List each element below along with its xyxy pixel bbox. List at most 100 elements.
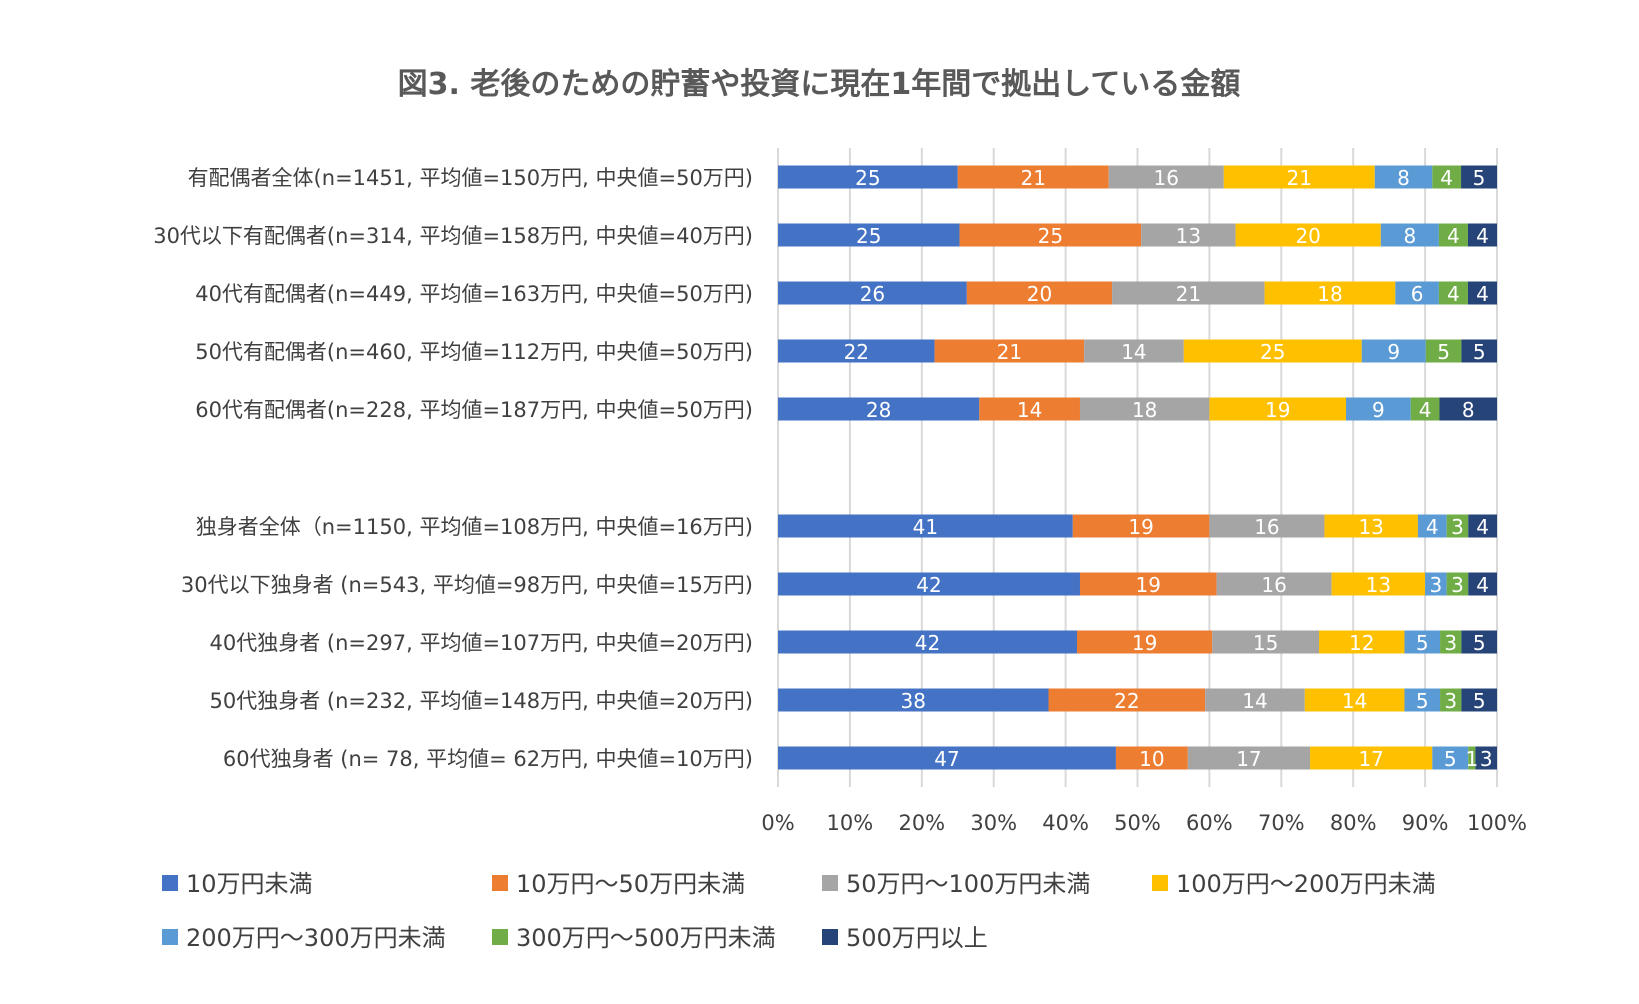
bar-segment bbox=[1410, 397, 1440, 421]
bar-segment bbox=[1331, 572, 1426, 596]
data-label: 8 bbox=[1403, 224, 1416, 248]
data-label: 19 bbox=[1136, 573, 1161, 597]
data-label: 5 bbox=[1416, 689, 1429, 713]
category-label: 40代有配偶者(n=449, 平均値=163万円, 中央値=50万円) bbox=[195, 282, 753, 306]
bar-segment bbox=[1079, 572, 1217, 596]
bar-segment bbox=[778, 165, 958, 189]
gridlines bbox=[777, 148, 1498, 787]
bar-segment bbox=[1446, 514, 1469, 538]
data-label: 3 bbox=[1451, 573, 1464, 597]
data-label: 25 bbox=[856, 224, 881, 248]
data-label: 3 bbox=[1480, 747, 1493, 771]
data-label: 21 bbox=[1287, 166, 1312, 190]
bar-segment bbox=[1432, 746, 1469, 770]
bar-segment bbox=[1209, 397, 1347, 421]
data-label: 6 bbox=[1411, 282, 1424, 306]
x-tick-label: 70% bbox=[1258, 811, 1305, 835]
data-label: 5 bbox=[1473, 340, 1486, 364]
bar-segment bbox=[1223, 165, 1375, 189]
category-label: 50代有配偶者(n=460, 平均値=112万円, 中央値=50万円) bbox=[195, 340, 753, 364]
x-tick-label: 100% bbox=[1467, 811, 1527, 835]
bar-segment bbox=[1235, 223, 1381, 247]
data-label: 21 bbox=[1021, 166, 1046, 190]
category-label: 40代独身者 (n=297, 平均値=107万円, 中央値=20万円) bbox=[210, 631, 753, 655]
bar-segment bbox=[1212, 630, 1320, 654]
data-label: 42 bbox=[915, 631, 940, 655]
data-label: 42 bbox=[916, 573, 941, 597]
bar-segment bbox=[1310, 746, 1433, 770]
bar-segment bbox=[778, 339, 935, 363]
bar-segment bbox=[1380, 223, 1439, 247]
bar-segment bbox=[1461, 688, 1497, 712]
data-label: 47 bbox=[934, 747, 959, 771]
data-label: 4 bbox=[1476, 573, 1489, 597]
data-label: 4 bbox=[1440, 166, 1453, 190]
bar-segment bbox=[1467, 223, 1497, 247]
bars bbox=[778, 165, 1497, 770]
bar-segment bbox=[1404, 630, 1441, 654]
data-label: 14 bbox=[1242, 689, 1267, 713]
data-label: 16 bbox=[1254, 515, 1279, 539]
legend-label: 10万円～50万円未満 bbox=[516, 870, 745, 898]
bar-segment bbox=[934, 339, 1085, 363]
category-label: 30代以下有配偶者(n=314, 平均値=158万円, 中央値=40万円) bbox=[153, 224, 753, 248]
bar-segment bbox=[778, 688, 1049, 712]
data-label: 20 bbox=[1295, 224, 1320, 248]
bar-segment bbox=[778, 397, 980, 421]
legend: 10万円未満 10万円～50万円未満 50万円～100万円未満 100万円～200万円… bbox=[162, 870, 1436, 952]
legend-label: 300万円～500万円未満 bbox=[516, 924, 776, 952]
data-label: 26 bbox=[860, 282, 885, 306]
bar-segment bbox=[966, 281, 1113, 305]
bar-segment bbox=[1324, 514, 1418, 538]
legend-swatch bbox=[162, 929, 178, 945]
data-label: 9 bbox=[1387, 340, 1400, 364]
legend-swatch bbox=[162, 875, 178, 891]
legend-swatch bbox=[492, 875, 508, 891]
data-label: 3 bbox=[1444, 631, 1457, 655]
data-label: 38 bbox=[901, 689, 926, 713]
data-label: 3 bbox=[1444, 689, 1457, 713]
data-label: 18 bbox=[1317, 282, 1342, 306]
legend-swatch bbox=[492, 929, 508, 945]
data-labels: 25 21 16 21 8 4 525 25 13 20 8 4 426 20 21 18 6 4 422 21 14 2… bbox=[844, 166, 1493, 771]
data-label: 19 bbox=[1265, 398, 1290, 422]
bar-segment bbox=[1425, 572, 1447, 596]
x-tick-label: 30% bbox=[970, 811, 1017, 835]
data-label: 25 bbox=[855, 166, 880, 190]
bar-segment bbox=[778, 746, 1116, 770]
data-label: 21 bbox=[997, 340, 1022, 364]
bar-segment bbox=[1209, 514, 1325, 538]
bar-segment bbox=[1432, 165, 1462, 189]
bar-segment bbox=[1440, 630, 1462, 654]
data-label: 5 bbox=[1473, 166, 1486, 190]
bar-segment bbox=[1072, 514, 1210, 538]
data-label: 4 bbox=[1476, 282, 1489, 306]
bar-segment bbox=[778, 223, 960, 247]
bar-segment bbox=[1461, 165, 1497, 189]
data-label: 12 bbox=[1349, 631, 1374, 655]
data-label: 22 bbox=[1114, 689, 1139, 713]
legend-label: 50万円～100万円未満 bbox=[846, 870, 1090, 898]
data-label: 14 bbox=[1017, 398, 1042, 422]
data-label: 5 bbox=[1437, 340, 1450, 364]
category-labels: 有配偶者全体(n=1451, 平均値=150万円, 中央値=50万円) 30代以下… bbox=[153, 166, 753, 771]
data-label: 5 bbox=[1473, 689, 1486, 713]
data-label: 22 bbox=[844, 340, 869, 364]
data-label: 17 bbox=[1236, 747, 1261, 771]
x-tick-label: 60% bbox=[1186, 811, 1233, 835]
data-label: 17 bbox=[1358, 747, 1383, 771]
bar-segment bbox=[1468, 514, 1497, 538]
data-label: 13 bbox=[1366, 573, 1391, 597]
data-label: 4 bbox=[1419, 398, 1432, 422]
legend-swatch bbox=[1152, 875, 1168, 891]
bar-segment bbox=[1076, 630, 1213, 654]
bar-segment bbox=[1346, 397, 1411, 421]
category-label: 50代独身者 (n=232, 平均値=148万円, 中央値=20万円) bbox=[210, 689, 753, 713]
data-label: 15 bbox=[1253, 631, 1278, 655]
data-label: 4 bbox=[1426, 515, 1439, 539]
data-label: 16 bbox=[1261, 573, 1286, 597]
data-label: 14 bbox=[1121, 340, 1146, 364]
data-label: 20 bbox=[1027, 282, 1052, 306]
data-label: 1 bbox=[1465, 747, 1478, 771]
data-label: 3 bbox=[1451, 515, 1464, 539]
